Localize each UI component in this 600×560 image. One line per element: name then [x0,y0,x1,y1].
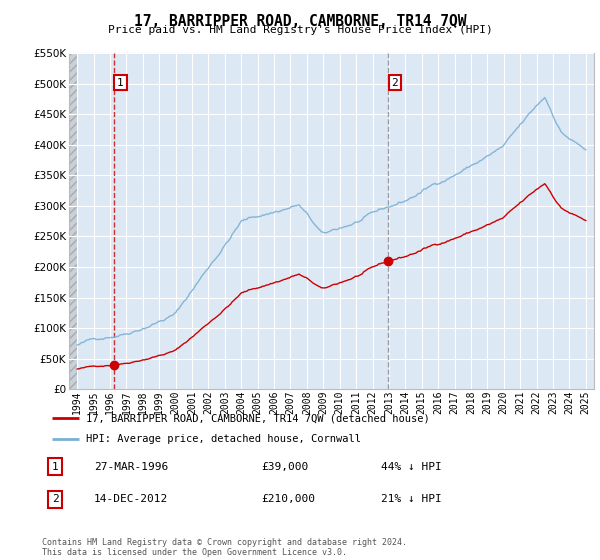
Text: Contains HM Land Registry data © Crown copyright and database right 2024.
This d: Contains HM Land Registry data © Crown c… [42,538,407,557]
Text: 21% ↓ HPI: 21% ↓ HPI [382,494,442,505]
Text: 17, BARRIPPER ROAD, CAMBORNE, TR14 7QW: 17, BARRIPPER ROAD, CAMBORNE, TR14 7QW [134,14,466,29]
Text: 1: 1 [52,461,58,472]
Bar [69,53,77,389]
Text: 27-MAR-1996: 27-MAR-1996 [94,461,169,472]
Text: 2: 2 [392,78,398,87]
Text: 1: 1 [117,78,124,87]
Text: 2: 2 [52,494,58,505]
Text: Price paid vs. HM Land Registry's House Price Index (HPI): Price paid vs. HM Land Registry's House … [107,25,493,35]
Text: 44% ↓ HPI: 44% ↓ HPI [382,461,442,472]
Text: 17, BARRIPPER ROAD, CAMBORNE, TR14 7QW (detached house): 17, BARRIPPER ROAD, CAMBORNE, TR14 7QW (… [86,413,430,423]
Text: HPI: Average price, detached house, Cornwall: HPI: Average price, detached house, Corn… [86,433,361,444]
Text: £39,000: £39,000 [261,461,308,472]
Text: 14-DEC-2012: 14-DEC-2012 [94,494,169,505]
Text: £210,000: £210,000 [261,494,315,505]
